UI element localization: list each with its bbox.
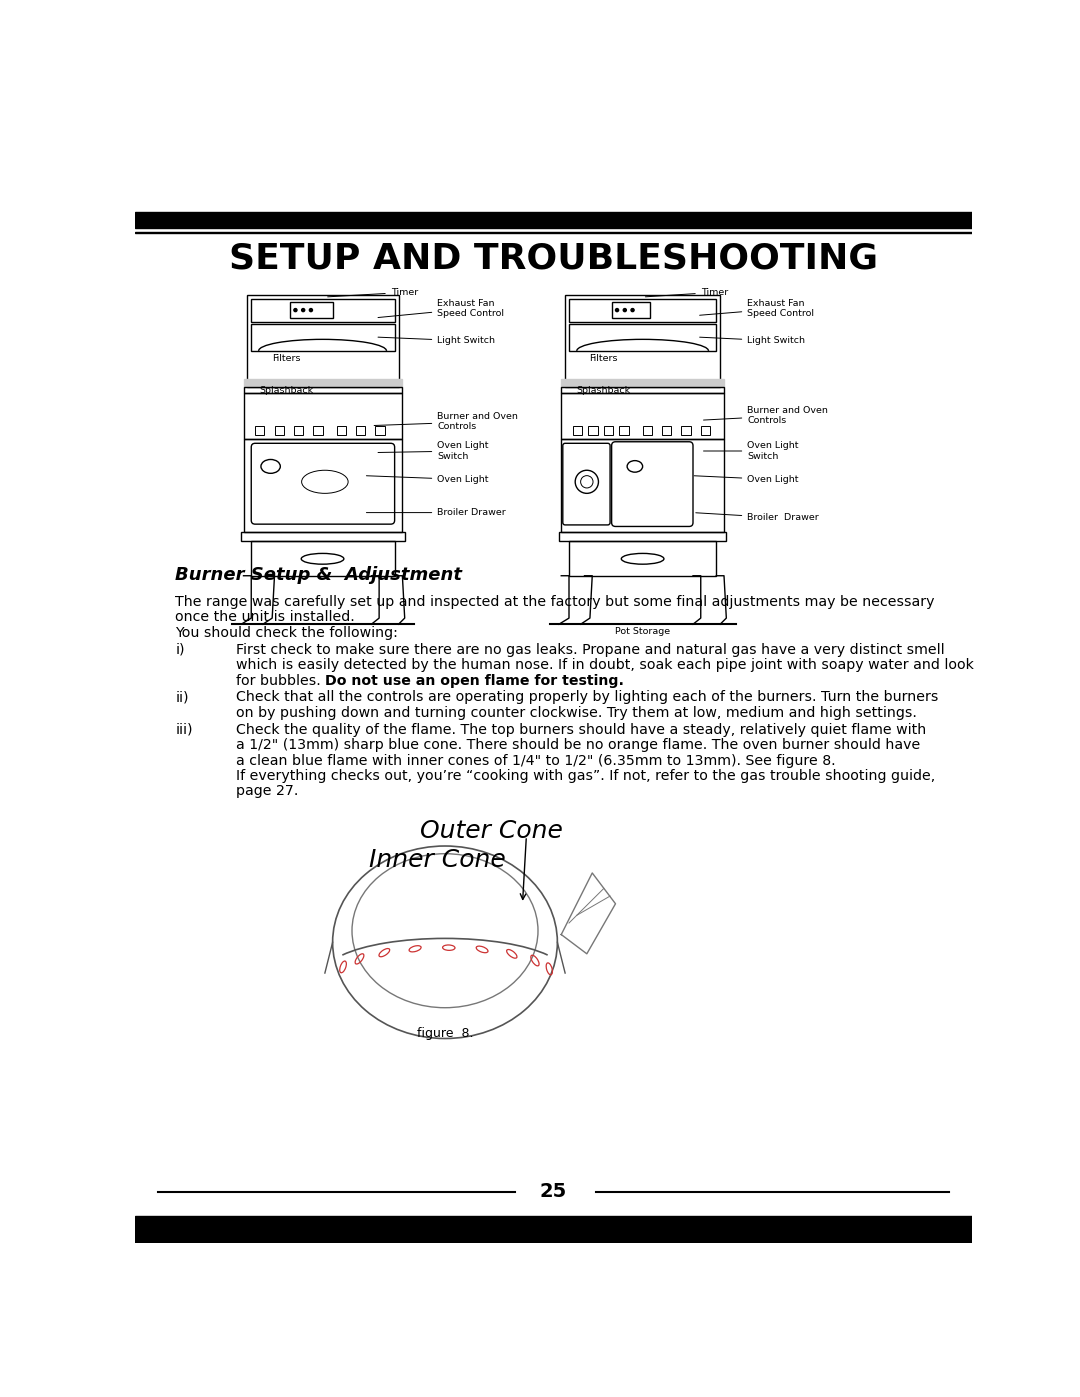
Circle shape: [623, 309, 626, 312]
Bar: [291, 302, 333, 317]
Bar: [274, 426, 284, 434]
Text: Burner and Oven
Controls: Burner and Oven Controls: [703, 407, 828, 425]
Bar: [611, 302, 650, 317]
Bar: [135, 232, 972, 233]
Text: Light Switch: Light Switch: [700, 337, 806, 345]
Text: Check the quality of the flame. The top burners should have a steady, relatively: Check the quality of the flame. The top …: [235, 722, 926, 736]
Text: 25: 25: [540, 1182, 567, 1201]
Text: Exhaust Fan
Speed Control: Exhaust Fan Speed Control: [378, 299, 504, 319]
Bar: [252, 541, 394, 576]
Bar: [255, 426, 265, 434]
Bar: [337, 426, 346, 434]
Text: for bubbles.: for bubbles.: [235, 673, 375, 687]
Text: Broiler Drawer: Broiler Drawer: [366, 509, 507, 517]
Bar: [662, 426, 672, 434]
Text: You should check the following:: You should check the following:: [175, 626, 399, 640]
Text: Timer: Timer: [646, 288, 728, 298]
Circle shape: [301, 309, 305, 312]
Bar: [569, 324, 716, 351]
Text: Oven Light
Switch: Oven Light Switch: [703, 441, 799, 461]
Bar: [562, 380, 724, 387]
Bar: [562, 440, 724, 532]
Text: Broiler  Drawer: Broiler Drawer: [696, 513, 819, 522]
Text: Splashback: Splashback: [577, 387, 631, 395]
Bar: [135, 211, 972, 229]
Bar: [252, 299, 394, 321]
Bar: [247, 295, 399, 387]
Text: Outer Cone: Outer Cone: [420, 819, 563, 842]
Bar: [356, 426, 365, 434]
Text: Splashback: Splashback: [259, 387, 313, 395]
Bar: [243, 387, 403, 393]
Text: Burner Setup &  Adjustment: Burner Setup & Adjustment: [175, 567, 462, 584]
Text: SETUP AND TROUBLESHOOTING: SETUP AND TROUBLESHOOTING: [229, 242, 878, 275]
Text: Pot Storage: Pot Storage: [616, 627, 671, 636]
Text: Burner and Oven
Controls: Burner and Oven Controls: [374, 412, 518, 432]
Text: Filters: Filters: [590, 353, 618, 363]
Bar: [569, 541, 716, 576]
Text: once the unit is installed.: once the unit is installed.: [175, 610, 355, 624]
Bar: [569, 299, 716, 321]
Bar: [562, 387, 724, 393]
Bar: [589, 426, 597, 434]
Bar: [241, 532, 405, 541]
Text: a 1/2" (13mm) sharp blue cone. There should be no orange flame. The oven burner : a 1/2" (13mm) sharp blue cone. There sho…: [235, 738, 920, 752]
Bar: [294, 426, 303, 434]
Text: i): i): [175, 643, 185, 657]
Bar: [559, 532, 727, 541]
Bar: [565, 295, 720, 387]
Bar: [643, 426, 652, 434]
Text: If everything checks out, you’re “cooking with gas”. If not, refer to the gas tr: If everything checks out, you’re “cookin…: [235, 768, 935, 782]
Text: figure  8.: figure 8.: [417, 1027, 473, 1039]
Text: on by pushing down and turning counter clockwise. Try them at low, medium and hi: on by pushing down and turning counter c…: [235, 705, 917, 719]
Text: The range was carefully set up and inspected at the factory but some final adjus: The range was carefully set up and inspe…: [175, 595, 935, 609]
Text: Oven Light: Oven Light: [694, 475, 799, 483]
Text: First check to make sure there are no gas leaks. Propane and natural gas have a : First check to make sure there are no ga…: [235, 643, 944, 657]
Text: Oven Light: Oven Light: [366, 475, 489, 483]
Circle shape: [309, 309, 312, 312]
Bar: [243, 380, 403, 387]
Text: Exhaust Fan
Speed Control: Exhaust Fan Speed Control: [700, 299, 814, 319]
Bar: [375, 426, 384, 434]
Bar: [243, 393, 403, 440]
Bar: [135, 1217, 972, 1243]
Text: ii): ii): [175, 690, 189, 704]
Bar: [243, 440, 403, 532]
Text: a clean blue flame with inner cones of 1/4" to 1/2" (6.35mm to 13mm). See figure: a clean blue flame with inner cones of 1…: [235, 753, 835, 767]
Bar: [681, 426, 691, 434]
Circle shape: [616, 309, 619, 312]
Text: Check that all the controls are operating properly by lighting each of the burne: Check that all the controls are operatin…: [235, 690, 939, 704]
Circle shape: [294, 309, 297, 312]
Bar: [572, 426, 582, 434]
Text: Inner Cone: Inner Cone: [369, 848, 505, 872]
Bar: [619, 426, 629, 434]
Bar: [313, 426, 323, 434]
Text: page 27.: page 27.: [235, 784, 298, 799]
Text: which is easily detected by the human nose. If in doubt, soak each pipe joint wi: which is easily detected by the human no…: [235, 658, 974, 672]
Text: Do not use an open flame for testing.: Do not use an open flame for testing.: [325, 673, 624, 687]
Bar: [252, 324, 394, 351]
Bar: [562, 393, 724, 440]
Text: Oven Light
Switch: Oven Light Switch: [378, 441, 489, 461]
Text: Light Switch: Light Switch: [378, 337, 496, 345]
Text: iii): iii): [175, 722, 193, 736]
Circle shape: [631, 309, 634, 312]
Bar: [701, 426, 710, 434]
Text: Timer: Timer: [327, 288, 418, 298]
Text: Filters: Filters: [272, 353, 300, 363]
Bar: [604, 426, 613, 434]
